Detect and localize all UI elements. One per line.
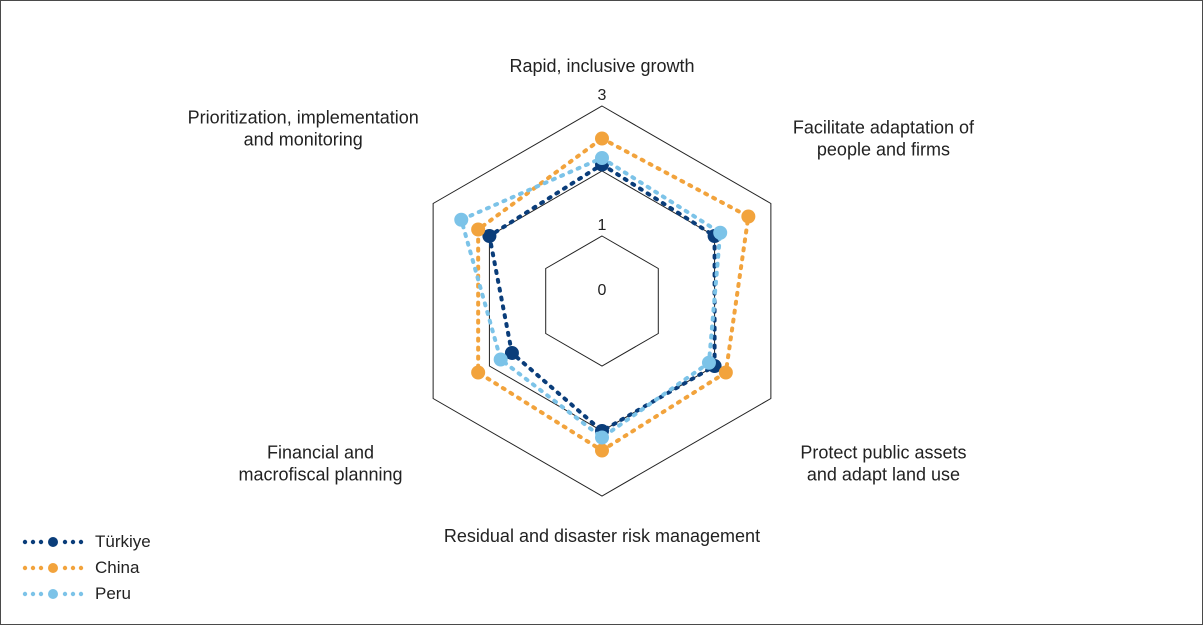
legend-item: Türkiye: [21, 532, 151, 552]
tick-label: 1: [598, 217, 607, 234]
axis-label-growth: Rapid, inclusive growth: [509, 56, 694, 76]
series-marker: [454, 213, 468, 227]
axis-label-disaster: Residual and disaster risk management: [444, 526, 760, 546]
series-marker: [471, 223, 485, 237]
axis-label-prioritization: Prioritization, implementationand monito…: [188, 108, 419, 150]
radar-chart: 0123Rapid, inclusive growthFacilitate ad…: [1, 1, 1203, 625]
chart-frame: 0123Rapid, inclusive growthFacilitate ad…: [0, 0, 1203, 625]
grid-ring: [546, 236, 659, 366]
series-marker: [702, 356, 716, 370]
tick-label: 3: [598, 87, 607, 104]
tick-label: 0: [598, 282, 607, 299]
series-marker: [595, 444, 609, 458]
axis-label-fiscal: Financial andmacrofiscal planning: [238, 443, 402, 485]
series-marker: [471, 366, 485, 380]
axis-label-adapt_people: Facilitate adaptation ofpeople and firms: [793, 118, 975, 160]
legend-item: Peru: [21, 584, 151, 604]
legend-item: China: [21, 558, 151, 578]
series-marker: [719, 366, 733, 380]
series-line: [478, 139, 748, 451]
legend-label: Türkiye: [95, 532, 151, 552]
series-marker: [494, 353, 508, 367]
series-marker: [595, 151, 609, 165]
legend: Türkiye China Peru: [21, 526, 151, 604]
legend-swatch: [21, 561, 85, 575]
series-marker: [741, 210, 755, 224]
legend-label: China: [95, 558, 139, 578]
series-marker: [595, 132, 609, 146]
legend-swatch: [21, 535, 85, 549]
grid-ring: [489, 171, 714, 431]
series-marker: [595, 431, 609, 445]
legend-label: Peru: [95, 584, 131, 604]
axis-label-protect_assets: Protect public assetsand adapt land use: [800, 443, 966, 485]
legend-swatch: [21, 587, 85, 601]
series-marker: [713, 226, 727, 240]
